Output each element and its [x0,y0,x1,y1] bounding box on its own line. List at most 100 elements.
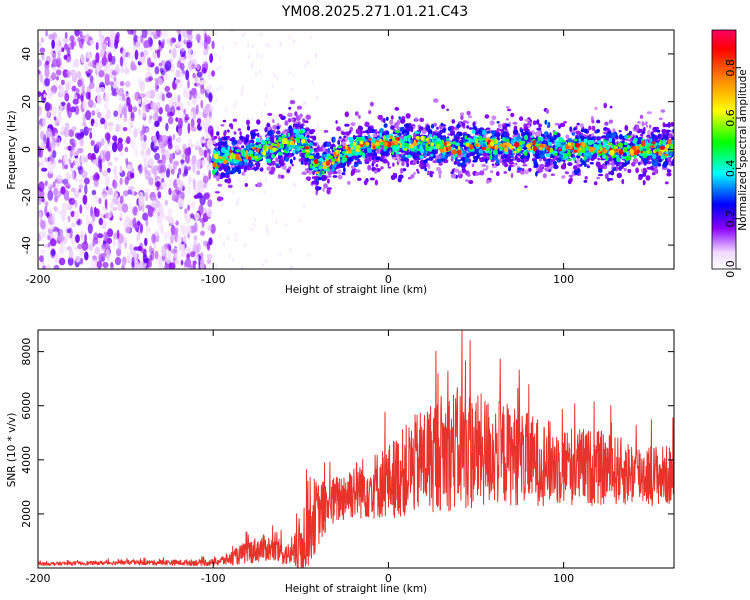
spectrogram-noise-cell [64,31,68,39]
spectrogram-signal-cell [413,153,418,156]
spectrogram-signal-cell [438,172,442,179]
spectrogram-noise-cell [41,50,45,61]
spectrogram-noise-cell [70,106,77,113]
spectrogram-noise-cell [82,156,89,163]
spectrogram-signal-cell [417,171,420,174]
spectrogram-noise-cell [45,60,50,66]
spectrogram-signal-cell [653,168,658,174]
spectrogram-noise-cell [51,249,56,256]
spectrogram-noise-cell [115,63,120,75]
spectrogram-noise-cell [188,175,192,186]
spectrogram-noise-cell [100,138,105,146]
spectrogram-signal-cell [319,169,323,176]
spectrogram-signal-cell [430,142,435,147]
spectrogram-noise-cell [204,122,208,128]
spectrogram-noise-cell [130,112,135,122]
spectrogram-noise-cell [144,188,150,194]
spectrogram-noise-cell [187,122,191,134]
spectrogram-noise-cell [96,260,103,269]
spectrogram-noise-cell [125,158,129,165]
spectrogram-noise-cell [47,235,51,240]
spectrogram-noise-cell [177,136,182,143]
spectrogram-signal-cell [602,154,607,159]
spectrogram-signal-cell [450,171,454,174]
spectrogram-signal-cell [287,132,291,137]
spectrogram-signal-cell [653,126,657,132]
spectrogram-noise-cell [75,132,80,139]
spectrogram-signal-cell [586,165,590,169]
spectrogram-signal-cell [310,129,316,133]
spectrogram-signal-cell [374,169,378,174]
spectrogram-signal-cell [372,133,378,138]
spectrogram-signal-cell [489,120,495,126]
spectrogram-noise-cell [198,148,204,157]
spectrogram-noise-cell [45,128,52,138]
spectrogram-noise-cell [206,138,213,150]
spectrogram-signal-cell [394,107,400,111]
spectrogram-noise-cell [38,105,43,116]
spectrogram-signal-cell [329,145,333,150]
spectrogram-signal-cell [327,178,330,184]
spectrogram-signal-cell [561,146,566,150]
spectrogram-noise-cell [174,227,179,234]
spectrogram-noise-cell [133,246,139,251]
spectrogram-noise-cell [164,85,171,92]
spectrogram-noise-cell [114,40,119,49]
spectrogram-signal-cell [618,165,622,171]
spectrogram-signal-cell [259,167,264,172]
spectrogram-noise-cell [202,182,208,189]
spectrogram-signal-cell [408,144,414,149]
spectrogram-noise-cell [237,177,240,182]
spectrogram-noise-cell [240,92,243,97]
spectrogram-signal-cell [347,180,351,185]
spectrogram-noise-cell [293,183,296,188]
spectrogram-noise-cell [190,213,195,219]
spectrogram-signal-cell [235,155,241,160]
spectrogram-signal-cell [220,196,224,201]
spectrogram-signal-cell [356,177,362,181]
spectrogram-signal-cell [433,98,439,103]
spectrogram-noise-cell [180,49,183,57]
spectrogram-signal-cell [337,140,341,145]
spectrogram-signal-cell [397,177,402,183]
spectrogram-signal-cell [390,174,396,181]
spectrogram-noise-cell [271,208,274,213]
spectrogram-noise-cell [79,138,84,147]
spectrogram-noise-cell [266,230,270,235]
spectrogram-noise-cell [232,191,235,195]
spectrogram-noise-cell [152,124,156,131]
spectrogram-signal-cell [414,117,418,123]
spectrogram-signal-cell [281,134,287,138]
spectrogram-signal-cell [245,154,249,160]
spectrogram-signal-cell [506,118,509,121]
spectrogram-noise-cell [40,37,45,43]
spectrogram-noise-cell [196,242,201,253]
spectrogram-noise-cell [104,198,108,209]
spectrogram-signal-cell [280,143,284,149]
spectrogram-signal-cell [553,160,557,166]
spectrogram-noise-cell [201,67,207,74]
spectrogram-noise-cell [228,254,231,259]
spectrogram-noise-cell [260,54,263,59]
spectrogram-noise-cell [169,37,174,47]
spectrogram-signal-cell [216,196,223,202]
spectrogram-noise-cell [200,86,205,95]
spectrogram-noise-cell [127,189,132,195]
spectrogram-noise-cell [74,30,80,37]
spectrogram-signal-cell [432,135,438,140]
spectrogram-noise-cell [183,35,187,44]
spectrogram-signal-cell [468,180,474,184]
spectrogram-noise-cell [185,153,190,164]
spectrogram-noise-cell [81,83,85,93]
spectrogram-noise-cell [40,190,45,199]
spectrogram-noise-cell [156,30,161,38]
spectrogram-signal-cell [554,155,559,159]
spectrogram-noise-cell [54,253,60,264]
spectrogram-signal-cell [276,130,281,135]
spectrogram-signal-cell [465,142,470,147]
spectrogram-noise-cell [164,60,172,71]
spectrogram-noise-cell [48,225,55,231]
spectrogram-signal-cell [545,160,551,167]
spectrogram-signal-cell [603,126,608,131]
spectrogram-noise-cell [144,90,151,99]
